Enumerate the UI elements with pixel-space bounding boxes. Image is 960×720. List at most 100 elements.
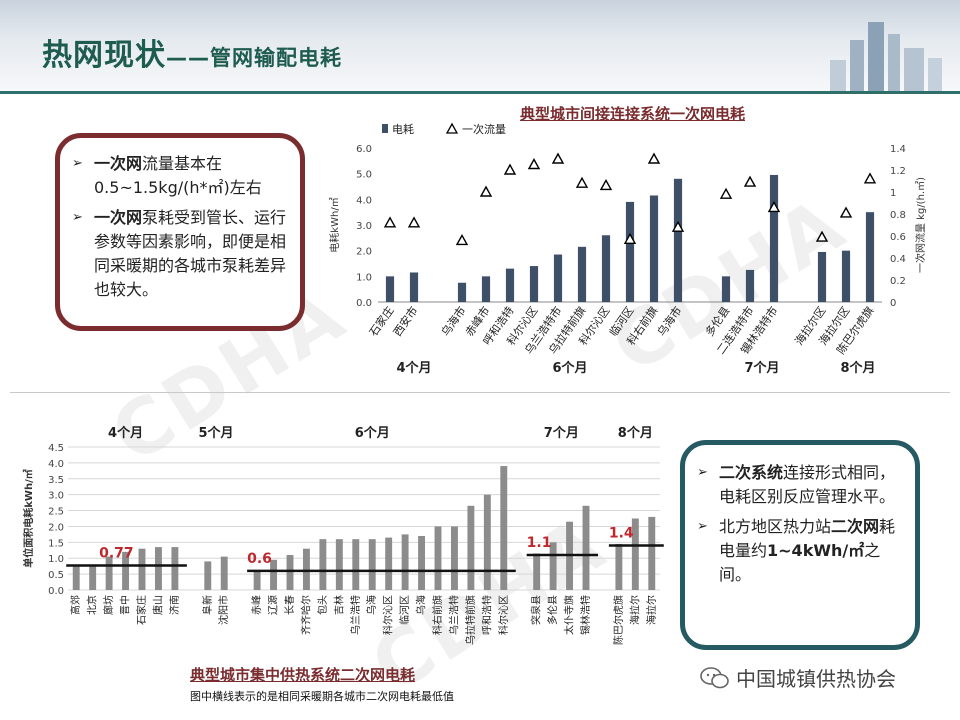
x-tick-label: 西安市 — [390, 304, 420, 339]
y2-tick-label: 0.6 — [890, 232, 906, 243]
bullet-text: 泵耗受到管长、运行参数等因素影响，即便是相同采暖期的各城市泵耗差异也较大。 — [94, 208, 287, 299]
bar-energy — [615, 543, 623, 590]
bar-energy — [319, 539, 327, 590]
flow-marker — [815, 230, 829, 242]
x-tick-label: 锡林浩特 — [579, 595, 592, 635]
y-tick-label: 3.0 — [48, 491, 64, 502]
arrow-icon: ➢ — [697, 519, 708, 534]
x-tick-label: 陈巴尔虎旗 — [612, 595, 625, 645]
x-tick-label: 乌兰浩特 — [349, 595, 362, 635]
x-tick-label: 长春 — [284, 595, 296, 615]
bar-energy — [649, 195, 659, 302]
title-main: 热网现状 — [42, 38, 166, 73]
association-logo: 中国城镇供热协会 — [700, 663, 896, 692]
chart1-title: 典型城市间接连接系统一次网电耗 — [520, 105, 746, 123]
y2-tick-label: 0.2 — [890, 276, 906, 287]
flow-marker — [575, 176, 589, 188]
x-tick-label: 晋中 — [119, 595, 132, 615]
y-tick-label: 1.0 — [356, 272, 372, 283]
x-tick-label: 唐山 — [151, 595, 164, 615]
bar-energy — [601, 235, 611, 302]
bullet-bold: 一次网 — [94, 208, 143, 227]
y-tick-label: 3.0 — [356, 221, 372, 232]
logo-text: 中国城镇供热协会 — [736, 667, 896, 691]
bar-energy — [648, 516, 656, 590]
bar-energy — [401, 534, 409, 590]
y2-tick-label: 1 — [890, 188, 896, 199]
bar-energy — [220, 556, 228, 590]
y-tick-label: 0.0 — [48, 586, 64, 597]
y-tick-label: 2.5 — [48, 507, 64, 518]
bar-energy — [253, 570, 261, 590]
flow-marker — [743, 175, 757, 187]
y-tick-label: 1.5 — [48, 538, 64, 549]
bullet-bold: 二次系统 — [719, 463, 784, 482]
bar-energy — [72, 566, 80, 590]
y-tick-label: 6.0 — [356, 144, 372, 155]
bar-energy — [434, 526, 442, 590]
flow-marker — [407, 216, 421, 228]
bar-energy — [769, 174, 779, 302]
flow-marker — [839, 206, 853, 218]
flow-marker — [383, 216, 397, 228]
bar-energy — [385, 276, 395, 302]
bar-energy — [450, 526, 458, 590]
flow-marker — [527, 158, 541, 170]
bar-energy — [865, 212, 875, 302]
flow-marker — [719, 187, 733, 199]
x-tick-label: 科尔沁区 — [382, 595, 395, 635]
flow-marker — [767, 200, 781, 213]
bullet-2: ➢ 一次网泵耗受到管长、运行参数等因素影响，即便是相同采暖期的各城市泵耗差异也较… — [72, 206, 290, 302]
header-divider — [0, 91, 960, 94]
bar-energy — [582, 505, 590, 590]
flow-marker — [503, 163, 517, 175]
bar-energy — [631, 518, 639, 590]
y-tick-label: 4.5 — [48, 443, 64, 454]
primary-network-callout: ➢ 一次网流量基本在0.5~1.5kg/(h*㎡)左右 ➢ 一次网泵耗受到管长、… — [55, 133, 305, 331]
flow-marker — [623, 232, 637, 244]
bar-energy — [553, 254, 563, 302]
bar-energy — [138, 548, 146, 590]
flow-marker — [671, 220, 685, 232]
x-tick-label: 科尔沁区 — [497, 595, 510, 635]
y-tick-label: 4.0 — [356, 195, 372, 206]
x-tick-label: 济南 — [168, 595, 181, 615]
x-tick-label: 呼和浩特 — [481, 595, 493, 635]
y-tick-label: 0.5 — [48, 570, 64, 581]
secondary-network-callout: ➢ 二次系统连接形式相同，电耗区别反应管理水平。 ➢ 北方地区热力站二次网耗电量… — [680, 440, 920, 650]
y2-tick-label: 1.4 — [890, 144, 906, 155]
header-banner — [0, 0, 960, 92]
bullet-1: ➢ 二次系统连接形式相同，电耗区别反应管理水平。 — [697, 461, 905, 509]
title-dash: —— — [166, 46, 210, 70]
flow-marker — [455, 233, 469, 246]
x-tick-label: 乌兰浩特 — [447, 595, 460, 635]
x-tick-label: 沈阳市 — [217, 595, 230, 625]
bar-energy — [467, 505, 475, 590]
x-tick-label: 赤峰 — [251, 595, 263, 615]
bar-energy — [286, 555, 294, 590]
flow-marker — [599, 178, 613, 191]
bar-energy — [481, 276, 491, 302]
flow-marker — [479, 185, 493, 197]
x-tick-label: 高郊 — [69, 595, 82, 615]
title-sub: 管网输配电耗 — [210, 46, 342, 70]
bar-energy — [533, 553, 541, 590]
x-tick-label: 乌海市 — [438, 304, 468, 339]
x-tick-label: 突泉县 — [530, 595, 543, 625]
bar-energy — [529, 266, 539, 302]
y-tick-label: 0.0 — [356, 298, 372, 309]
y2-tick-label: 0.4 — [890, 254, 906, 265]
period-label: 4个月 — [108, 425, 143, 441]
flow-marker — [863, 172, 877, 184]
y2-tick-label: 0 — [890, 298, 896, 309]
bar-energy — [122, 551, 130, 590]
bar-energy — [409, 272, 419, 302]
bullet-text: 流量基本在0.5~1.5kg/(h*㎡)左右 — [94, 154, 262, 197]
bullet-text: 北方地区热力站 — [719, 517, 832, 536]
x-tick-label: 海拉尔 — [645, 595, 658, 625]
bullet-text: 之间。 — [719, 541, 881, 584]
bullet-text: 连接形式相同，电耗区别反应管理水平。 — [719, 463, 896, 506]
bar-energy — [352, 539, 360, 590]
y-tick-label: 3.5 — [48, 475, 64, 486]
x-tick-label: 乌海市 — [654, 304, 684, 339]
